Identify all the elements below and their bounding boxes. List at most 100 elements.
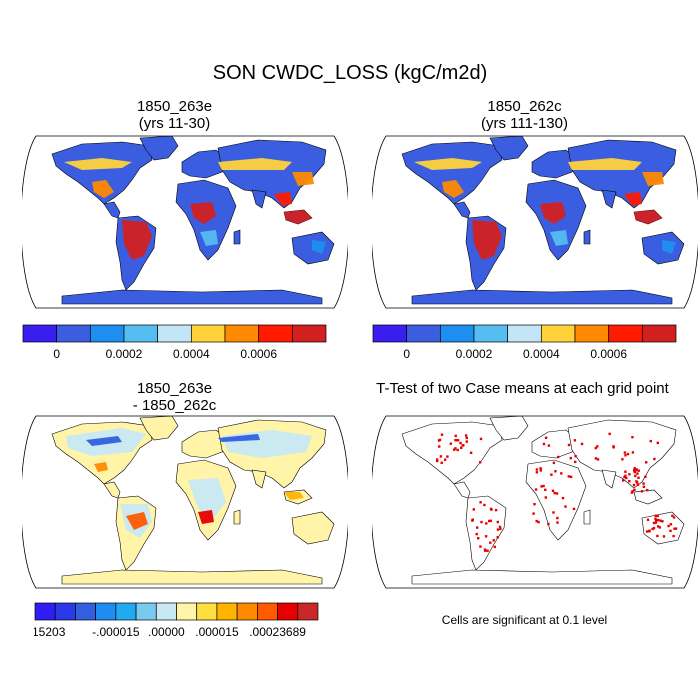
colorbar-swatch [54,602,76,621]
significant-cell [446,455,449,458]
significant-cell [594,446,597,450]
land-australia [291,511,335,545]
patch-east-china [642,172,664,186]
significant-cell [499,527,502,531]
land-greenland [139,416,179,441]
significant-cell [564,505,567,508]
significant-cell [496,520,499,524]
significance-note: Cells are significant at 0.1 level [441,613,608,627]
land-indian-peninsula [251,469,267,489]
significant-cell [560,472,563,475]
patch-indochina [274,192,292,206]
significant-cell [547,522,550,526]
colorbar-tick-label: .00023689 [249,625,306,639]
land-greenland [489,416,529,441]
significant-cell [657,518,660,522]
patch-se-us [92,180,114,198]
colorbar-swatch [196,602,218,621]
colorbar-swatch [75,602,96,621]
significant-cell [654,521,658,524]
patch-diff-se-asia [284,492,304,500]
colorbar-swatch [258,324,293,343]
land-greenland [139,136,179,161]
map-frame [372,415,698,589]
significant-cell [653,457,656,461]
land-asia [567,419,677,489]
colorbar-case1: 0 0.0002 0.0004 0.0006 [22,324,327,361]
colorbar-tick-label: .000015 [195,625,239,639]
significant-cell [443,458,447,461]
significant-cell [659,519,662,522]
land-madagascar [583,509,591,525]
significant-cell [655,519,658,522]
patch-indochina [624,192,642,206]
significant-cell [498,525,502,529]
significant-cell [624,454,627,457]
significant-cell [556,516,559,520]
significant-cell [636,483,640,486]
significant-cell [494,508,498,512]
land-central-america [453,481,471,499]
significant-cell [622,479,625,482]
colorbar-swatch [22,324,58,343]
patch-southern-africa [200,230,218,246]
land-north-america [51,141,153,205]
patch-congo [540,202,566,224]
significant-cell [637,476,640,479]
colorbar-swatch [236,602,258,621]
significant-cell [455,439,458,442]
map-frame [22,135,348,309]
significant-cell [572,507,576,511]
patch-east-australia [312,240,326,254]
patch-boreal-na [414,158,482,170]
colorbar-tick-label: -.00015203 [34,625,66,639]
colorbar-tick-label: 0.0004 [523,347,560,361]
colorbar-case2: 0 0.0002 0.0004 0.0006 [372,324,677,361]
patch-southern-africa [550,230,568,246]
significant-cell [673,527,676,530]
significant-cell [480,520,483,524]
colorbar-swatch [473,324,509,343]
significant-cell [644,475,647,478]
significant-cell [557,455,560,459]
significant-cell [493,545,496,549]
land-indian-peninsula [601,189,617,209]
land-maritime-se-asia [633,489,663,505]
significant-cell [469,451,473,454]
significant-cell [547,444,551,447]
significant-cell [631,451,635,454]
significant-cell [436,459,439,463]
colorbar-swatch [224,324,260,343]
significant-cell [438,438,442,442]
significant-cell [479,461,482,464]
significant-cell [654,514,657,517]
colorbar-swatch [115,602,137,621]
significant-cell [539,467,542,470]
significant-cell [645,530,649,533]
land-indian-peninsula [601,469,617,489]
patch-amazon [122,220,152,260]
significant-cell [540,485,543,488]
patch-amazon [472,220,502,260]
significant-cell [674,527,678,530]
significant-cell [486,549,489,552]
significant-cell [479,437,483,441]
land-central-america [453,201,471,219]
significant-cell [635,480,638,483]
significant-cell [535,471,539,474]
colorbar-swatch [155,602,177,621]
panel-subtitle-line: (yrs 11-30) [138,115,211,132]
significant-cell [624,470,627,473]
land-north-america [401,421,503,485]
colorbar-tick-label: 0.0006 [590,347,627,361]
land-antarctica [61,569,323,585]
colorbar-swatch [34,602,56,621]
colorbar-swatch [406,324,441,343]
significant-cell [460,446,463,449]
significant-cell [439,455,443,458]
land-madagascar [233,229,241,245]
significant-cell [435,458,439,461]
significant-cell [537,520,540,524]
land-madagascar [233,509,241,525]
significant-cell [633,467,636,470]
